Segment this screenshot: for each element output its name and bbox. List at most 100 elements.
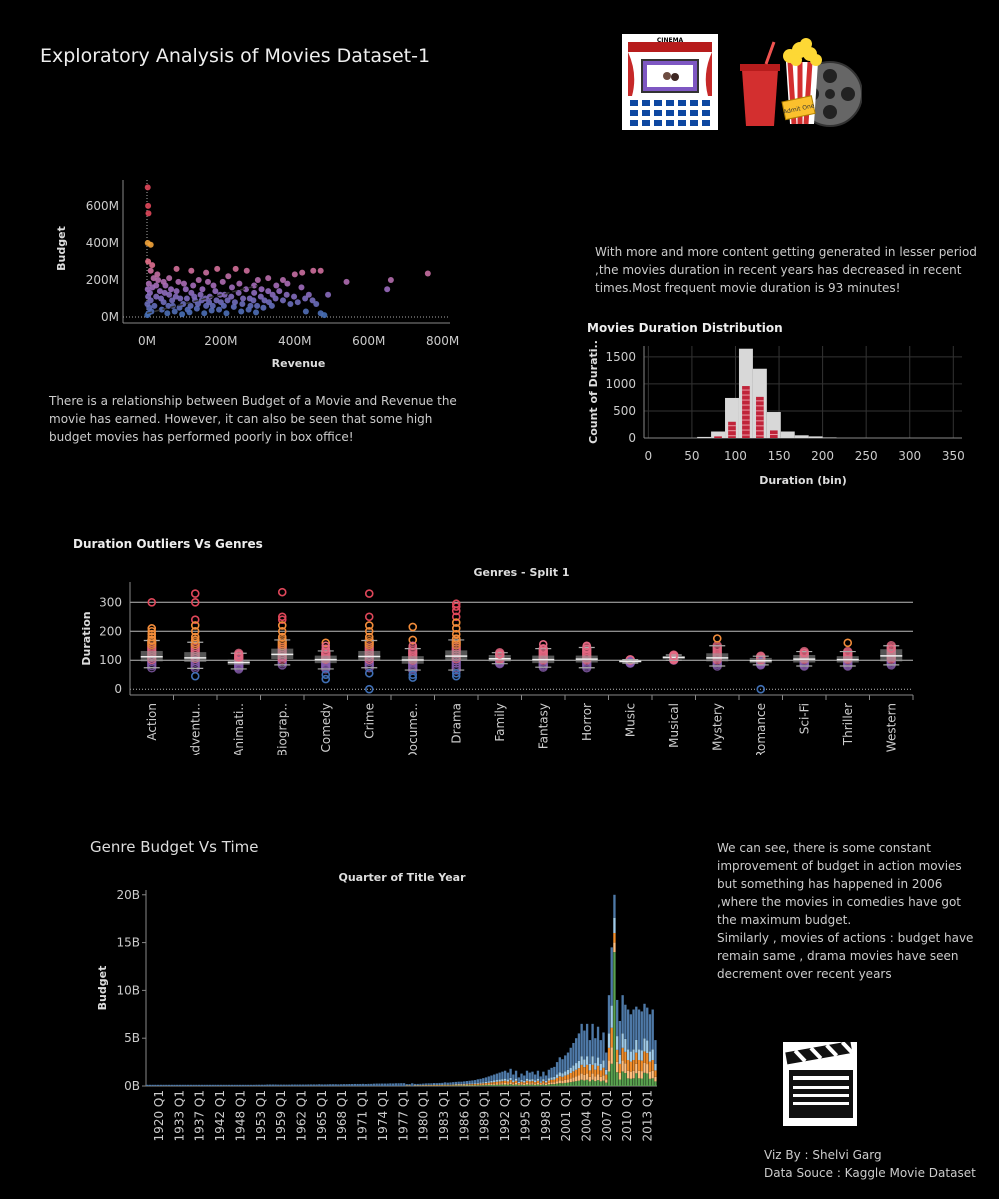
outlier-point [321, 638, 331, 648]
budget-bar-segment [460, 1081, 463, 1084]
scatter-point [283, 291, 290, 298]
budget-bar-segment [558, 1076, 561, 1081]
budget-bar-segment [520, 1083, 523, 1085]
scatter-point [302, 308, 309, 315]
histogram-bar [794, 435, 809, 438]
outlier-point [408, 635, 418, 645]
budget-bar-segment [484, 1077, 488, 1082]
budget-bar [350, 1084, 354, 1086]
scatter-point [208, 307, 215, 314]
budget-bar-segment [555, 1077, 559, 1082]
budget-bar-segment [536, 1078, 540, 1081]
budget-bar-segment [643, 1062, 646, 1073]
outlier-point [277, 587, 287, 597]
outlier-point [277, 632, 287, 642]
budget-bar-segment [542, 1081, 545, 1084]
budget-bar-segment [465, 1083, 469, 1085]
scatter-point [424, 270, 431, 277]
x-tick-label: 2013 Q1 [641, 1090, 655, 1141]
budget-bar [394, 1083, 398, 1086]
budget-bar [318, 1084, 321, 1086]
x-tick-label: 1977 Q1 [396, 1090, 410, 1141]
budget-bar-segment [564, 1075, 567, 1080]
budget-bar-segment [580, 1073, 583, 1080]
scatter-point [153, 293, 160, 300]
budget-bar [252, 1084, 255, 1086]
budget-bar-segment [637, 1070, 641, 1079]
budget-bar-segment [468, 1085, 471, 1086]
budget-bar-segment [452, 1084, 455, 1086]
budget-bar-segment [613, 917, 616, 934]
budget-bar-segment [547, 1080, 551, 1083]
budget-bar-segment [493, 1080, 496, 1083]
category-label: Thriller [841, 703, 855, 746]
budget-bar-segment [596, 1074, 600, 1081]
x-axis-label: Duration (bin) [759, 474, 847, 487]
budget-bar [217, 1084, 220, 1086]
budget-bar [304, 1084, 307, 1086]
budget-bar-segment [651, 1078, 654, 1086]
budget-bar-segment [520, 1081, 523, 1084]
popcorn-film-image: Admit One [740, 38, 862, 127]
budget-bar-segment [616, 1072, 619, 1086]
budget-bar-segment [514, 1070, 518, 1079]
x-tick-label: 100 [724, 449, 747, 463]
scatter-point [204, 278, 211, 285]
budget-bar-segment [413, 1083, 417, 1085]
budget-bar-segment [473, 1080, 477, 1084]
budget-bar [249, 1084, 253, 1086]
cinema-image: CINEMA [622, 34, 718, 130]
budget-bar-segment [432, 1083, 436, 1085]
budget-bar-segment [498, 1083, 501, 1085]
budget-bar [148, 1084, 152, 1086]
budget-bar-segment [416, 1083, 419, 1085]
budget-bar-segment [550, 1084, 553, 1086]
budget-bar [342, 1084, 346, 1086]
budget-bar-segment [476, 1083, 479, 1085]
scatter-point [193, 305, 200, 312]
category-label: Docume.. [406, 703, 420, 755]
budget-bar-segment [479, 1078, 482, 1083]
budget-bar-segment [580, 1023, 583, 1057]
category-label: Adventu.. [188, 703, 202, 755]
scatter-point [273, 282, 280, 289]
budget-bar-segment [490, 1082, 493, 1084]
budget-bar-segment [575, 1063, 578, 1070]
scatter-point [144, 286, 151, 293]
budget-bar-segment [566, 1082, 570, 1086]
outlier-point [451, 634, 461, 643]
budget-bar-segment [553, 1084, 556, 1086]
clapperboard-image [783, 1042, 857, 1126]
budget-bar-segment [457, 1083, 460, 1085]
category-label: Romance [754, 703, 768, 755]
budget-bar-segment [583, 1059, 586, 1068]
budget-bar-segment [599, 1070, 602, 1077]
x-tick-label: 1948 Q1 [233, 1090, 247, 1141]
outlier-point [190, 635, 200, 645]
budget-note-2: Similarly , movies of actions : budget h… [717, 931, 974, 981]
budget-bar-segment [594, 1038, 597, 1064]
outlier-point [451, 668, 461, 678]
scatter-point [305, 291, 312, 298]
budget-bar-segment [646, 1040, 649, 1054]
x-tick-label: 2001 Q1 [559, 1090, 573, 1141]
budget-bar-segment [462, 1083, 466, 1085]
y-tick-label: 20B [116, 888, 140, 902]
x-tick-label: 2007 Q1 [600, 1090, 614, 1141]
budget-bar [279, 1084, 283, 1086]
category-label: Musical [667, 703, 681, 748]
stacked-header: Quarter of Title Year [338, 871, 466, 884]
scatter-point [188, 267, 195, 274]
budget-bar-segment [550, 1082, 553, 1085]
outlier-point [495, 650, 505, 659]
budget-bar-segment [607, 1047, 611, 1061]
y-tick-label: 1000 [605, 377, 636, 391]
budget-bar-segment [509, 1084, 512, 1086]
budget-bar-segment [544, 1082, 548, 1084]
budget-bar-segment [457, 1084, 460, 1086]
scatter-point [172, 293, 179, 300]
budget-bar-segment [599, 1081, 602, 1086]
scatter-point [287, 301, 294, 308]
budget-bar-segment [473, 1083, 477, 1084]
budget-bar-segment [534, 1084, 537, 1086]
